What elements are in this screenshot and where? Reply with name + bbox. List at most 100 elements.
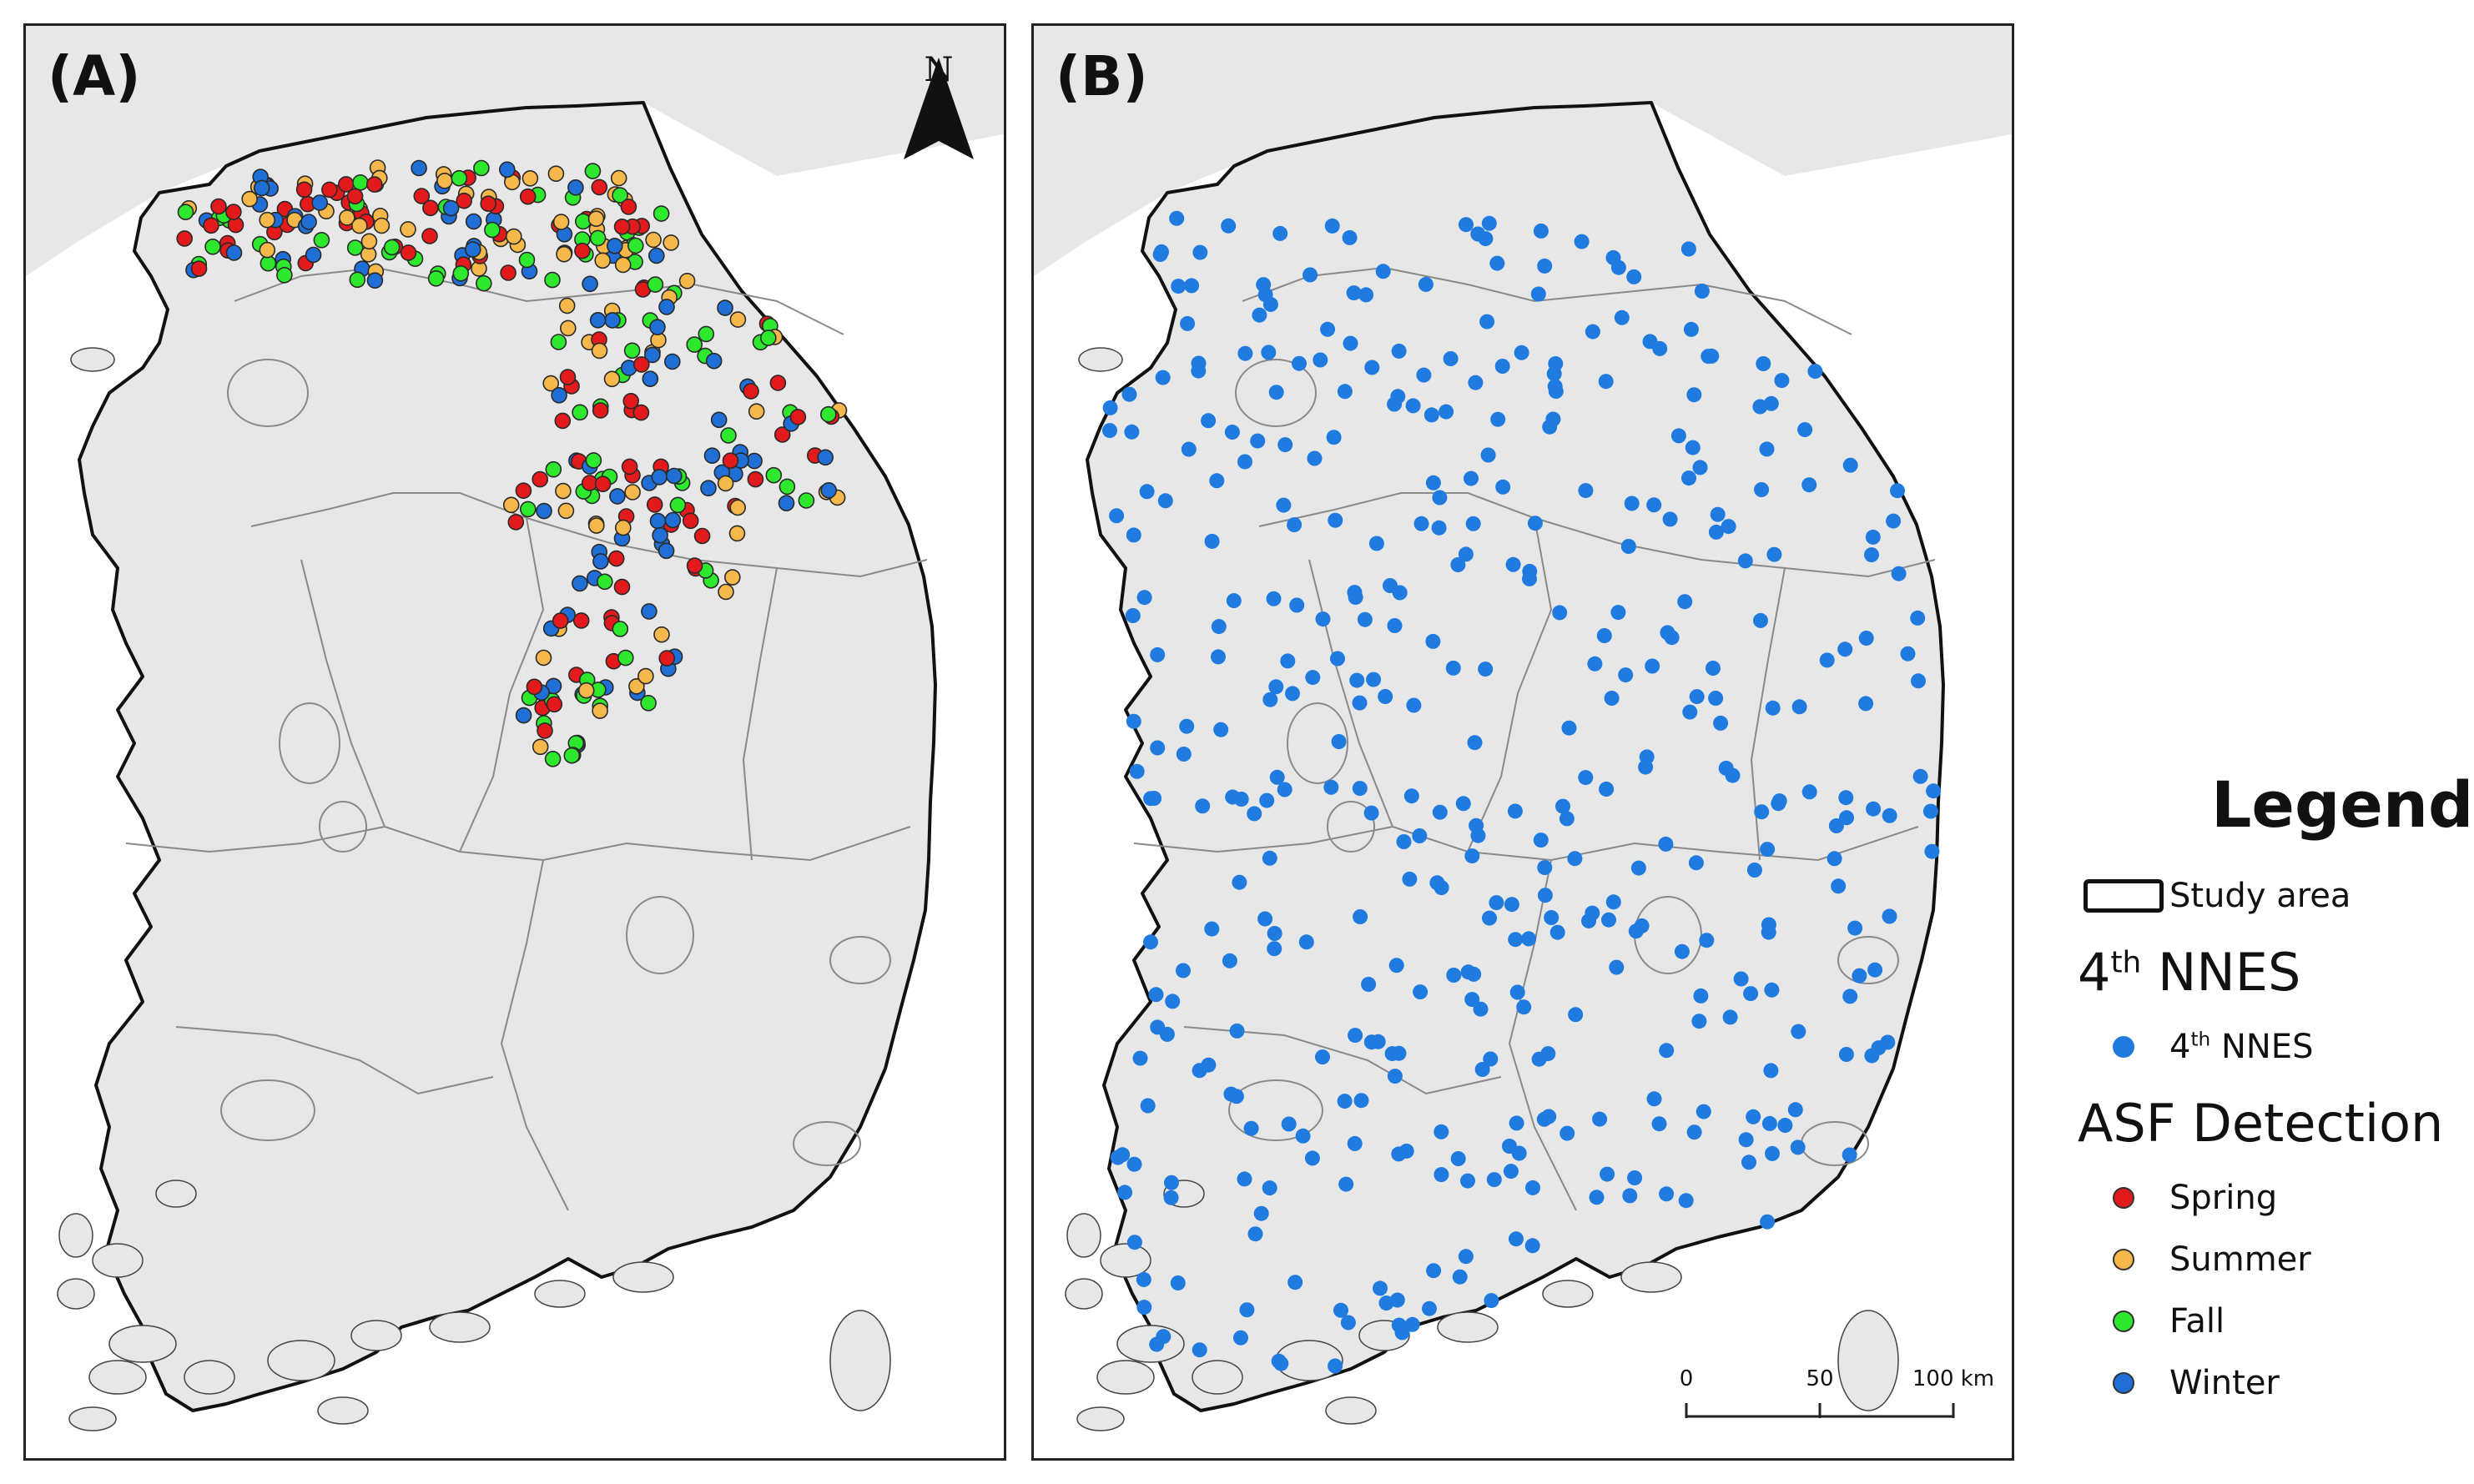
nnes-survey-point <box>1150 1019 1166 1035</box>
scale-bar: 0 50 100 km <box>1661 1366 1994 1433</box>
asf-detection-point <box>798 492 815 509</box>
nnes-survey-point <box>1394 1325 1410 1341</box>
asf-detection-point <box>295 181 313 199</box>
island <box>1076 1406 1125 1431</box>
nnes-survey-point <box>1548 384 1564 400</box>
nnes-survey-point <box>1790 1139 1806 1155</box>
nnes-survey-point <box>1267 926 1282 941</box>
asf-detection-point <box>649 512 667 530</box>
nnes-survey-point <box>1733 971 1749 987</box>
season-label: Summer <box>2169 1240 2311 1279</box>
asf-detection-point <box>225 244 243 261</box>
nnes-survey-point <box>1481 215 1497 231</box>
island <box>534 1280 586 1308</box>
asf-detection-point <box>612 187 628 204</box>
nnes-survey-point <box>1432 490 1448 506</box>
nnes-survey-point <box>1443 351 1459 366</box>
nnes-survey-point <box>1797 422 1813 438</box>
nnes-survey-point <box>1842 988 1858 1004</box>
nnes-survey-point <box>1508 932 1524 948</box>
nnes-survey-point <box>1561 720 1577 736</box>
nnes-survey-point <box>1434 1167 1449 1183</box>
nnes-survey-point <box>1691 1014 1707 1029</box>
nnes-survey-point <box>1224 425 1240 440</box>
nnes-survey-point <box>1746 863 1762 878</box>
nnes-survey-point <box>1201 413 1217 429</box>
asf-detection-point <box>532 738 549 756</box>
island <box>155 1180 197 1208</box>
nnes-survey-point <box>1503 1164 1519 1180</box>
nnes-survey-point <box>1578 770 1594 786</box>
nnes-survey-point <box>1490 411 1506 427</box>
nnes-survey-point <box>1531 1051 1547 1067</box>
nnes-survey-point <box>1211 649 1226 665</box>
nnes-survey-point <box>1614 309 1630 325</box>
nnes-survey-point <box>1459 217 1474 233</box>
nnes-survey-point <box>1272 225 1288 241</box>
asf-detection-point <box>505 228 522 245</box>
nnes-survey-point <box>1132 1050 1148 1066</box>
province-boundary <box>500 859 569 1211</box>
nnes-item-label: 4th NNES <box>2169 1028 2314 1066</box>
asf-detection-point <box>591 179 608 196</box>
nnes-survey-point <box>1445 660 1461 676</box>
nnes-survey-point <box>1683 321 1699 337</box>
nnes-survey-point <box>1232 874 1247 890</box>
nnes-survey-point <box>1396 834 1412 849</box>
asf-detection-point <box>546 696 563 713</box>
nnes-survey-point <box>1585 905 1600 921</box>
nnes-survey-point <box>1247 806 1262 822</box>
nnes-survey-point <box>1852 968 1867 983</box>
asf-detection-point <box>400 244 417 261</box>
nnes-survey-point <box>1659 1043 1675 1059</box>
asf-detection-point <box>589 229 607 247</box>
nnes-survey-point <box>1320 321 1336 337</box>
nnes-survey-point <box>1600 1166 1615 1182</box>
nnes-survey-point <box>1766 546 1782 562</box>
nnes-survey-point <box>1136 1271 1151 1287</box>
island <box>57 1278 95 1310</box>
asf-detection-point <box>817 449 834 466</box>
asf-detection-point <box>627 237 644 254</box>
nnes-survey-point <box>1522 563 1538 579</box>
asf-detection-point <box>346 239 364 256</box>
nnes-survey-point <box>1787 1102 1803 1118</box>
nnes-survey-point <box>1434 1124 1449 1139</box>
nnes-survey-point <box>1680 241 1696 257</box>
nnes-survey-point <box>1801 784 1817 800</box>
nnes-survey-point <box>1277 782 1292 797</box>
nnes-survey-point <box>1689 689 1705 705</box>
nnes-survey-point <box>1348 1028 1363 1044</box>
city-boundary <box>829 936 891 984</box>
asf-detection-point <box>365 176 383 193</box>
island <box>1066 1213 1101 1258</box>
asf-detection-point <box>746 452 763 470</box>
asf-detection-point <box>594 475 612 493</box>
island <box>1192 1360 1243 1395</box>
nnes-survey-point <box>1754 804 1770 820</box>
nnes-survey-point <box>1305 670 1321 686</box>
island <box>429 1311 491 1343</box>
asf-detection-point <box>436 173 453 189</box>
map-canvas-b <box>1034 26 2012 1458</box>
nnes-survey-point <box>1482 910 1497 926</box>
asf-detection-point <box>464 241 481 258</box>
nnes-survey-point <box>1426 1263 1442 1279</box>
asf-detection-point <box>723 569 741 586</box>
asf-detection-point <box>203 217 219 234</box>
legend-study-area: Study area <box>2078 865 2461 927</box>
nnes-survey-point <box>1324 218 1340 234</box>
asf-detection-point <box>544 271 561 289</box>
nnes-survey-point <box>1277 437 1293 453</box>
nnes-survey-point <box>1468 375 1484 390</box>
asf-detection-point <box>313 231 330 249</box>
nnes-survey-point <box>1136 1300 1152 1315</box>
nnes-survey-point <box>1555 798 1570 814</box>
nnes-survey-point <box>1223 1086 1239 1102</box>
nnes-survey-point <box>1452 1269 1468 1285</box>
asf-detection-point <box>592 553 609 570</box>
scale-label-50: 50 <box>1806 1366 1834 1391</box>
nnes-survey-point <box>1109 508 1125 524</box>
legend-title: Legend <box>2211 767 2474 842</box>
nnes-survey-point <box>1413 516 1429 531</box>
